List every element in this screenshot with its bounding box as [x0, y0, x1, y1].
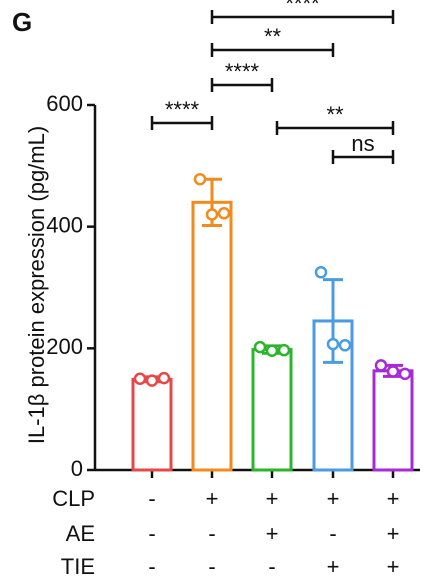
condition-value: - [148, 521, 155, 546]
condition-value: + [387, 521, 400, 546]
y-tick-label: 600 [46, 91, 83, 116]
data-point [193, 172, 207, 186]
bar [372, 369, 414, 472]
data-point [157, 371, 171, 385]
condition-value: - [148, 554, 155, 578]
data-point [386, 365, 400, 378]
condition-value: + [387, 554, 400, 578]
condition-value: + [327, 554, 340, 578]
significance-bracket [210, 10, 395, 24]
data-point [374, 359, 388, 372]
data-point [314, 266, 328, 279]
data-point [205, 208, 219, 221]
condition-name: CLP [52, 486, 95, 511]
data-point [133, 372, 147, 385]
significance-bracket [331, 150, 395, 164]
data-point [326, 337, 340, 351]
y-axis-label: IL-1β protein expression (pg/mL) [24, 126, 49, 444]
condition-value: + [206, 486, 219, 511]
significance-bracket [210, 43, 335, 57]
data-point [253, 340, 267, 354]
significance-label: ** [326, 102, 344, 127]
significance-label: ns [351, 131, 374, 156]
bar [251, 348, 293, 472]
significance-label: **** [165, 97, 200, 122]
condition-name: AE [66, 521, 95, 546]
condition-value: - [208, 554, 215, 578]
data-point [398, 367, 412, 381]
y-tick-label: 200 [46, 334, 83, 359]
condition-value: - [329, 521, 336, 546]
significance-label: **** [225, 59, 260, 84]
bar [191, 200, 233, 472]
condition-value: + [266, 521, 279, 546]
data-point [145, 374, 159, 387]
condition-value: + [266, 486, 279, 511]
bar [131, 377, 173, 472]
y-tick-label: 0 [71, 456, 83, 481]
significance-label: **** [285, 0, 320, 16]
data-point [277, 343, 291, 357]
significance-bracket [150, 116, 214, 130]
significance-bracket [210, 78, 274, 92]
condition-value: - [208, 521, 215, 546]
data-point [338, 339, 352, 352]
significance-label: ** [264, 24, 282, 49]
condition-value: + [387, 486, 400, 511]
significance-bracket [275, 121, 395, 135]
data-point [265, 344, 279, 358]
condition-value: - [148, 486, 155, 511]
y-tick-label: 400 [46, 212, 83, 237]
data-point [217, 207, 231, 220]
condition-value: - [268, 554, 275, 578]
condition-name: TIE [61, 554, 95, 578]
condition-value: + [327, 486, 340, 511]
panel-label: G [12, 7, 32, 37]
